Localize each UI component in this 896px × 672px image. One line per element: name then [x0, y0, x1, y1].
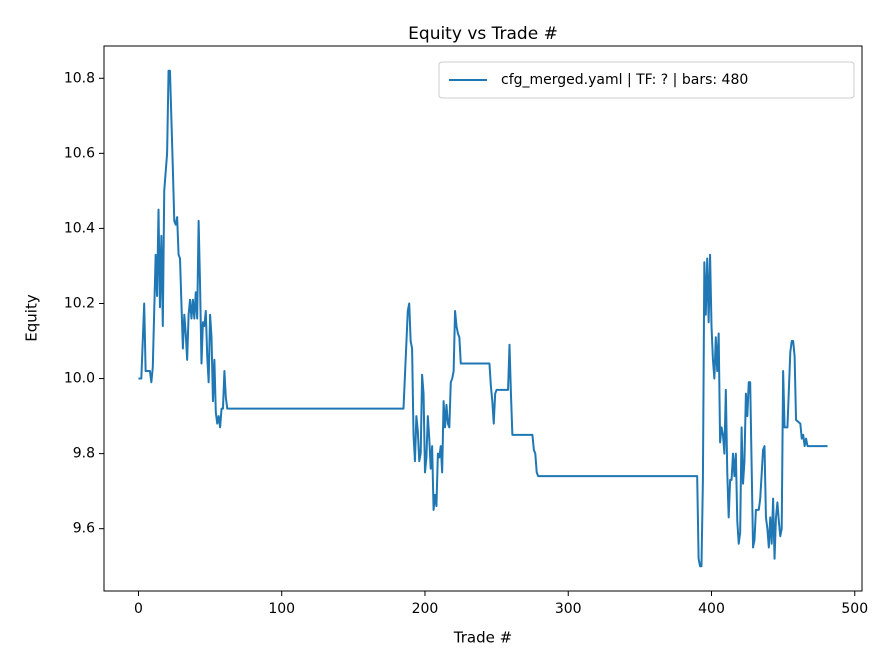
legend-box: [438, 61, 855, 99]
y-tick-label: 10.6: [64, 145, 95, 161]
legend-label: cfg_merged.yaml | TF: ? | bars: 480: [501, 72, 748, 88]
y-tick-label: 10.4: [64, 220, 95, 236]
x-tick-label: 500: [841, 601, 868, 617]
equity-line: [138, 69, 828, 568]
y-tick-label: 10.2: [64, 295, 95, 311]
plot-frame: [103, 45, 863, 592]
y-tick-label: 9.6: [73, 521, 95, 537]
x-tick-label: 100: [268, 601, 295, 617]
chart-title: Equity vs Trade #: [408, 24, 558, 44]
x-tick-label: 200: [412, 601, 439, 617]
x-tick-label: 400: [698, 601, 725, 617]
y-tick-label: 10.8: [64, 70, 95, 86]
x-tick-label: 0: [134, 601, 143, 617]
x-axis-label: Trade #: [453, 629, 512, 647]
x-tick-label: 300: [555, 601, 582, 617]
y-tick-label: 10.0: [64, 371, 95, 387]
y-axis-label: Equity: [23, 294, 41, 342]
y-tick-label: 9.8: [73, 446, 95, 462]
